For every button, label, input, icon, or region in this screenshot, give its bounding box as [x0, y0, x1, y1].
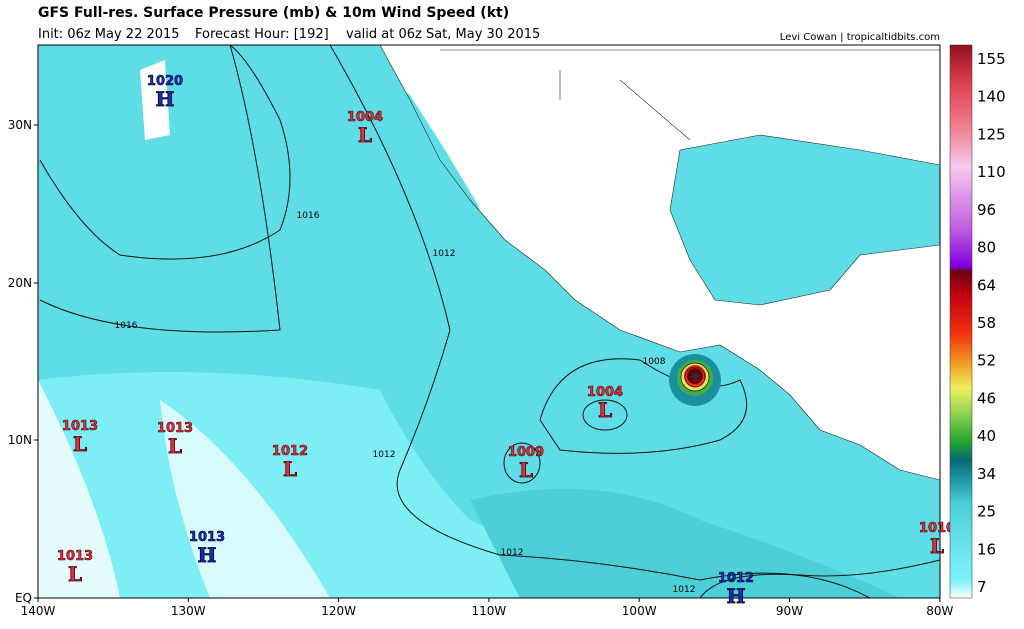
center-letter: L [68, 562, 82, 586]
colorbar-label: 16 [977, 540, 996, 558]
lon-label: 90W [776, 604, 803, 618]
colorbar-label: 34 [977, 465, 996, 483]
colorbar-labels: 155 140 125 110 96 80 64 58 52 46 40 34 25 16 7 [977, 50, 1006, 596]
center-letter: L [168, 434, 182, 458]
isobar-label: 1012 [373, 450, 396, 460]
colorbar-label: 58 [977, 314, 996, 332]
isobars [39, 45, 940, 598]
center-value: 1013 [189, 530, 225, 545]
center-value: 1012 [272, 444, 308, 459]
colorbar [949, 44, 973, 599]
center-letter: L [598, 398, 612, 422]
colorbar-label: 155 [977, 50, 1006, 68]
lat-label: EQ [15, 591, 32, 605]
center-letter: L [73, 432, 87, 456]
lat-label: 20N [8, 276, 32, 290]
lon-label: 100W [622, 604, 657, 618]
center-letter: L [519, 458, 533, 482]
colorbar-label: 52 [977, 352, 996, 370]
center-value: 1004 [347, 110, 383, 125]
center-letter: H [156, 87, 175, 111]
title: GFS Full-res. Surface Pressure (mb) & 10… [38, 5, 509, 21]
lon-label: 130W [171, 604, 206, 618]
center-letter: H [727, 584, 746, 608]
isobar-label: 1012 [501, 548, 524, 558]
colorbar-label: 80 [977, 239, 996, 257]
center-value: 1013 [62, 419, 98, 434]
colorbar-label: 46 [977, 389, 996, 407]
colorbar-label: 7 [977, 578, 987, 596]
isobar-labels: 1016 1016 1012 1012 1008 1012 1012 [115, 211, 696, 595]
lon-label: 110W [472, 604, 507, 618]
center-value: 1010 [919, 521, 955, 536]
isobar-label: 1012 [673, 585, 696, 595]
isobar-label: 1016 [297, 211, 320, 221]
init: Init: 06z May 22 2015 [38, 27, 180, 42]
center-letter: L [283, 457, 297, 481]
storm [669, 354, 721, 406]
center-value: 1012 [718, 571, 754, 586]
lon-label: 140W [21, 604, 56, 618]
center-letter: L [358, 123, 372, 147]
colorbar-label: 96 [977, 201, 996, 219]
lat-label: 30N [8, 118, 32, 132]
center-value: 1013 [157, 421, 193, 436]
center-letter: L [930, 534, 944, 558]
colorbar-label: 140 [977, 88, 1006, 106]
isobar-label: 1012 [433, 249, 456, 259]
colorbar-label: 64 [977, 276, 996, 294]
isobar-label: 1008 [643, 357, 666, 367]
forecast-hour: Forecast Hour: [192] [195, 27, 329, 42]
isobar-label: 1016 [115, 321, 138, 331]
credit: Levi Cowan | tropicaltidbits.com [780, 32, 940, 43]
colorbar-label: 25 [977, 503, 996, 521]
colorbar-label: 110 [977, 163, 1006, 181]
valid-time: valid at 06z Sat, May 30 2015 [346, 27, 540, 42]
lat-label: 10N [8, 433, 32, 447]
center-value: 1020 [147, 74, 183, 89]
center-letter: H [198, 543, 217, 567]
center-value: 1004 [587, 385, 623, 400]
center-value: 1013 [57, 549, 93, 564]
colorbar-label: 40 [977, 427, 996, 445]
map [38, 45, 940, 598]
center-value: 1009 [508, 445, 544, 460]
lon-label: 80W [926, 604, 953, 618]
lon-label: 120W [321, 604, 356, 618]
colorbar-label: 125 [977, 125, 1006, 143]
